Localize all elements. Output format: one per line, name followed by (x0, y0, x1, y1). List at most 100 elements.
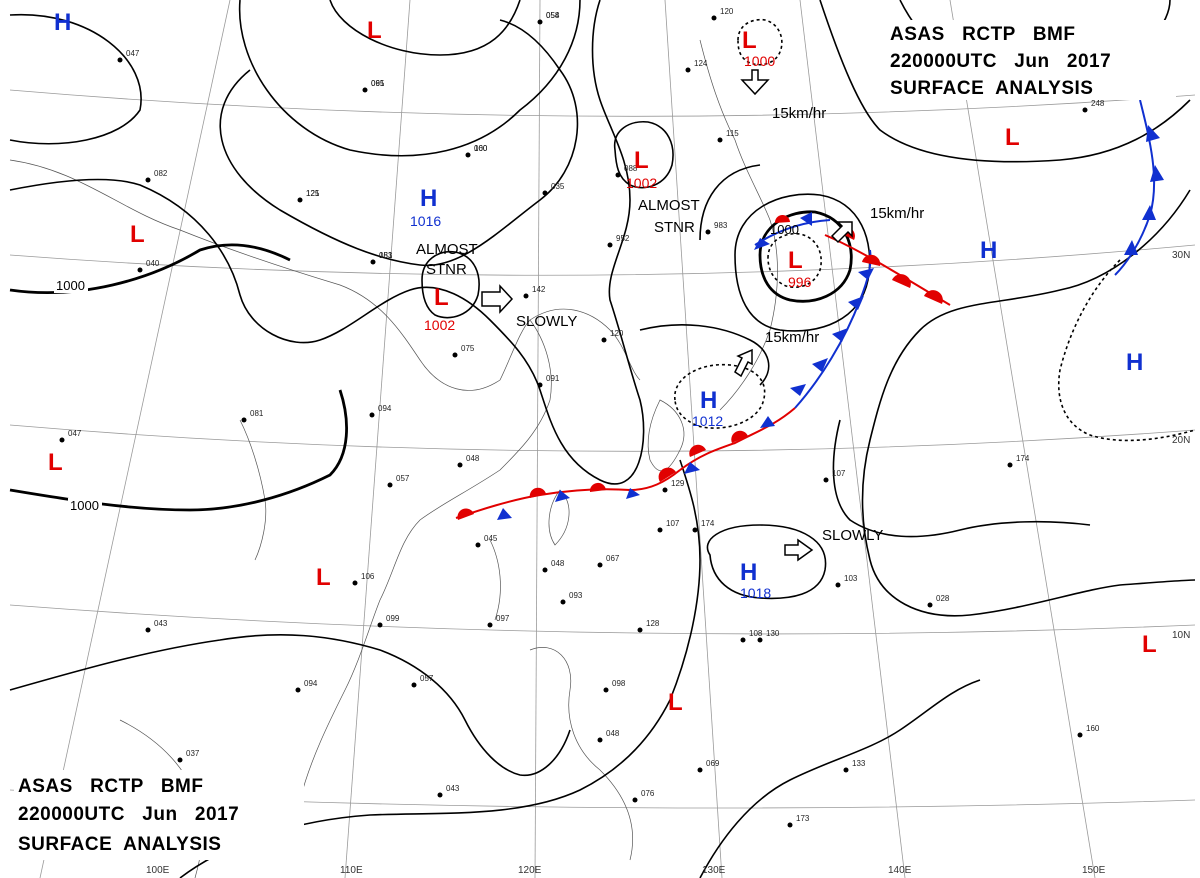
isobar-line (9, 634, 571, 777)
warm-front-pip (589, 482, 606, 492)
isobar-value-label: 1000 (70, 498, 99, 513)
station-pressure-label: 045 (484, 534, 498, 543)
footer-background (14, 770, 304, 860)
station-pressure-label: 061 (371, 79, 385, 88)
station-dot (560, 599, 566, 605)
longitude-label: 100E (146, 865, 170, 876)
low-pressure-center: L (742, 27, 757, 54)
header-title-line1: ASAS RCTP BMF (890, 24, 1076, 45)
station-pressure-label: 121 (306, 189, 320, 198)
station-dot (377, 622, 383, 628)
station-dot (145, 177, 151, 183)
movement-speed-label: 15km/hr (870, 205, 924, 222)
station-dot (465, 152, 471, 158)
cold-front-pip (790, 384, 806, 396)
warm-front-pip (731, 430, 748, 443)
low-pressure-value: 1002 (424, 317, 455, 333)
station-dot (457, 462, 463, 468)
header-background (886, 20, 1176, 100)
station-dot (145, 627, 151, 633)
warm-front-pip (892, 274, 911, 288)
station-pressure-label: 060 (474, 144, 488, 153)
station-dot (1077, 732, 1083, 738)
station-dot (117, 57, 123, 63)
dashed-isobar-1012-high (674, 363, 766, 429)
station-dot (697, 767, 703, 773)
graticule-labels: 100E 110E 120E 130E 140E 150E 30N 20N 10… (146, 250, 1190, 876)
low-pressure-center: L (668, 689, 683, 716)
station-pressure-label: 035 (551, 182, 565, 191)
cold-front-pip (1142, 205, 1156, 220)
station-pressure-label: 160 (1086, 724, 1100, 733)
warm-front-pip (774, 214, 790, 223)
station-pressure-label: 048 (606, 729, 620, 738)
station-pressure-label: 115 (726, 129, 739, 138)
warm-front-pip (689, 444, 706, 457)
isobar-label-bg (54, 278, 88, 293)
isobar-line (819, 0, 1191, 163)
warm-front-pip (924, 290, 943, 304)
station-dot (537, 382, 543, 388)
coastline-taiwan (548, 489, 570, 546)
low-pressure-center: L (788, 247, 803, 274)
station-pressure-label: 094 (378, 404, 392, 413)
longitude-label: 140E (888, 865, 912, 876)
station-dot (597, 562, 603, 568)
stationary-front-main (455, 407, 796, 519)
station-dot (685, 67, 691, 73)
station-pressure-label: 142 (532, 285, 546, 294)
station-dot (607, 242, 613, 248)
meridian-line-120e (534, 0, 541, 878)
longitude-label: 150E (1082, 865, 1106, 876)
station-dot (475, 542, 481, 548)
footer-title-line2: 220000UTC Jun 2017 (18, 804, 239, 825)
station-dot (705, 229, 711, 235)
station-pressure-label: 075 (461, 344, 475, 353)
station-dot (487, 622, 493, 628)
station-pressure-label: 098 (612, 679, 626, 688)
station-dot (637, 627, 643, 633)
cold-front-pip (1146, 125, 1160, 142)
station-dot (537, 19, 543, 25)
station-dot (542, 567, 548, 573)
low-pressure-center: L (1005, 124, 1020, 151)
station-pressure-label: 106 (361, 572, 375, 581)
station-pressure-label: 120 (610, 329, 624, 338)
warm-front-pip (529, 487, 546, 498)
station-dot (835, 582, 841, 588)
isobar-label-bg (68, 498, 102, 513)
station-dot (757, 637, 763, 643)
station-dot (603, 687, 609, 693)
movement-labels: 15km/hr 15km/hr 15km/hr ALMOST STNR ALMO… (416, 105, 924, 544)
low-pressure-value: 1002 (626, 175, 657, 191)
station-dot (387, 482, 393, 488)
movement-arrow-northeast (830, 221, 853, 244)
station-pressure-label: 107 (832, 469, 846, 478)
station-dot (295, 687, 301, 693)
station-dot (927, 602, 933, 608)
isobar-value-label: 1000 (56, 278, 85, 293)
isobar-line (861, 189, 1196, 617)
high-pressure-value: 1018 (740, 585, 771, 601)
station-pressure-label: 097 (496, 614, 510, 623)
parallel-line-20n (9, 424, 1196, 452)
station-pressure-label: 107 (666, 519, 680, 528)
graticule (9, 0, 1196, 878)
station-dot (370, 259, 376, 265)
coastline-hainan (489, 539, 501, 621)
cold-front-west-of-low (754, 212, 831, 250)
station-dot (177, 757, 183, 763)
station-dot (1007, 462, 1013, 468)
station-pressure-label: 094 (304, 679, 318, 688)
isobar-line (9, 13, 142, 145)
station-pressure-label: 043 (154, 619, 168, 628)
station-dot (823, 477, 829, 483)
pressure-centers: L 1000 L 1002 L 996 L 1002 H 1016 H 1012… (48, 9, 1157, 716)
meridian-line-130e (664, 0, 723, 878)
station-dot (1082, 107, 1088, 113)
station-pressure-label: 183 (379, 251, 393, 260)
parallel-line-30n (9, 244, 1196, 276)
cold-front-east (1114, 99, 1164, 276)
coastline-japan (699, 39, 778, 411)
